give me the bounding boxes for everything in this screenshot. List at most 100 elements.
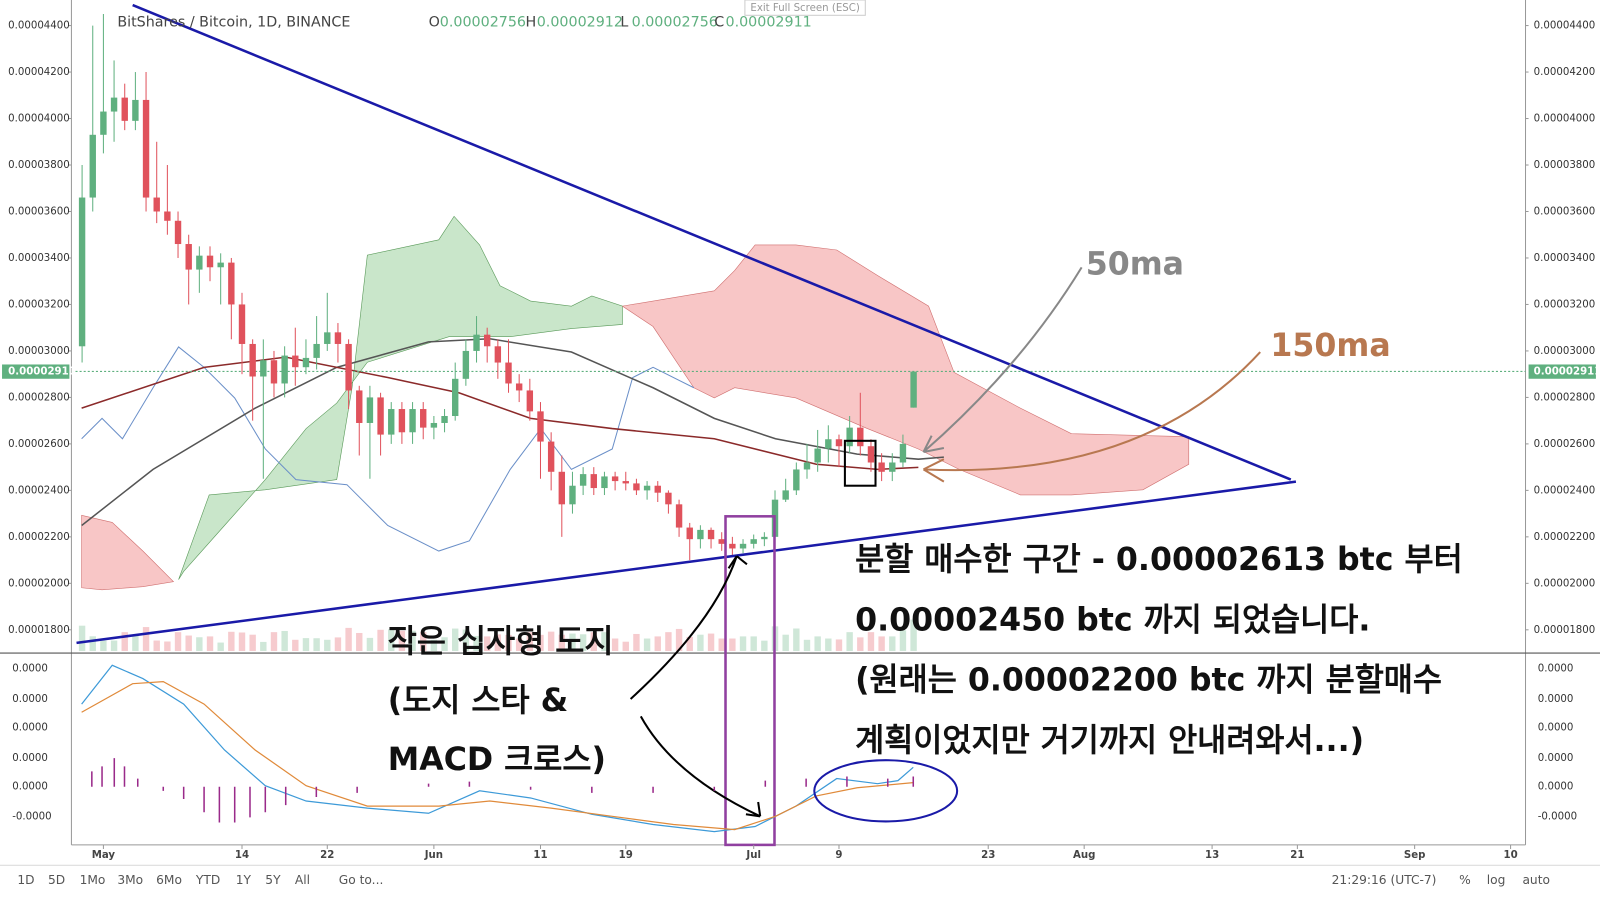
macd-tick-label: 0.0000 xyxy=(1538,782,1574,793)
volume-bar xyxy=(430,639,438,652)
volume-bar xyxy=(782,634,789,652)
volume-bar xyxy=(761,640,768,652)
volume-bar xyxy=(356,632,363,652)
ma150-arrow xyxy=(922,351,1261,483)
candle-body xyxy=(388,409,395,435)
range-button[interactable]: All xyxy=(295,873,310,887)
range-button[interactable]: 1D xyxy=(17,873,34,887)
volume-bar xyxy=(739,636,747,652)
axes: 0.00004400 0.00004400 0.00004200 0.00004200… xyxy=(2,21,1600,861)
candle-body xyxy=(398,409,406,433)
volume-bar xyxy=(611,638,619,652)
macd-tick-label: 0.0000 xyxy=(12,663,48,674)
range-button[interactable]: 6Mo xyxy=(156,873,182,887)
volume-bar xyxy=(324,639,331,652)
volume-bar xyxy=(867,632,875,652)
volume-bar xyxy=(697,634,704,652)
volume-bar xyxy=(494,634,502,652)
exit-text[interactable]: Exit Full Screen (ESC) xyxy=(750,3,859,14)
candle-body xyxy=(174,220,182,245)
volume-bar xyxy=(558,634,566,652)
option-button[interactable]: % xyxy=(1459,873,1471,887)
annotation: 분할 매수한 구간 - 0.00002613 btc 부터 xyxy=(855,542,1463,578)
macd-tick-label: 0.0000 xyxy=(1538,694,1574,705)
volume-bar xyxy=(345,627,352,652)
option-button[interactable]: log xyxy=(1487,873,1506,887)
highlight-ellipse xyxy=(813,759,959,823)
range-button[interactable]: YTD xyxy=(195,873,220,887)
symbol[interactable]: BitShares / Bitcoin, 1D, BINANCE xyxy=(117,14,350,30)
volume-bar xyxy=(675,628,683,652)
volume-bar xyxy=(89,636,96,652)
range-button[interactable]: 3Mo xyxy=(117,873,143,887)
candle-body xyxy=(89,134,96,198)
macd-tick-label: 0.0000 xyxy=(1538,723,1574,734)
ohlc-value: 0.00002756 xyxy=(440,14,526,30)
range-button[interactable]: 1Y xyxy=(236,873,252,887)
range-button[interactable]: 5D xyxy=(48,873,65,887)
candle-body xyxy=(505,362,512,384)
volume-bar xyxy=(505,634,512,652)
y-tick-label: 0.00004000 xyxy=(1534,114,1596,125)
candle-body xyxy=(878,462,885,472)
y-tick-label: 0.00003600 xyxy=(8,206,70,217)
volume-bar xyxy=(78,625,86,652)
candle-body xyxy=(729,543,736,549)
exit-button[interactable] xyxy=(744,0,866,16)
volume-bar xyxy=(153,640,160,652)
candle-body xyxy=(494,346,502,363)
range-button[interactable]: 1Mo xyxy=(80,873,106,887)
x-tick-label: 21 xyxy=(1290,850,1304,861)
candle-body xyxy=(281,355,288,384)
ohlc-key: O xyxy=(429,14,440,30)
candle-body xyxy=(302,357,310,368)
signal-line xyxy=(81,681,914,831)
range-button[interactable]: 5Y xyxy=(265,873,281,887)
candle-body xyxy=(835,439,843,447)
x-tick-label: Jul xyxy=(745,850,761,861)
candle-body xyxy=(857,427,864,447)
candle-body xyxy=(515,383,523,391)
volume-bar xyxy=(100,640,107,652)
candles xyxy=(78,13,917,561)
macd-tick-label: -0.0000 xyxy=(12,811,51,822)
volume-bar xyxy=(292,639,299,652)
volume-bar xyxy=(590,632,597,652)
candle-body xyxy=(249,343,256,377)
candle-body xyxy=(153,197,160,212)
volume-bar xyxy=(302,638,310,652)
volume-bar xyxy=(515,638,523,652)
candle-body xyxy=(270,360,278,384)
candle-body xyxy=(483,334,491,347)
option-button[interactable]: auto xyxy=(1522,873,1550,887)
volume-bar xyxy=(803,639,811,652)
candle-body xyxy=(430,422,438,428)
price-badge xyxy=(1528,364,1596,379)
candle-body xyxy=(739,543,747,549)
candle-body xyxy=(238,304,246,344)
volume-bar xyxy=(260,641,267,652)
candle-body xyxy=(142,99,150,198)
volume-bar xyxy=(206,636,214,652)
x-tick-label: Jun xyxy=(424,850,443,861)
candle-body xyxy=(601,476,608,489)
candle-body xyxy=(846,427,853,447)
candle-body xyxy=(643,485,651,491)
candle-body xyxy=(377,397,384,435)
goto[interactable]: Go to... xyxy=(339,873,384,887)
candle-body xyxy=(579,474,587,486)
doji-arrows xyxy=(629,555,762,818)
volume-bar xyxy=(217,642,224,652)
volume-bar xyxy=(313,638,320,652)
annotation: 150ma xyxy=(1270,328,1390,364)
volume-bar xyxy=(142,627,150,652)
macd-tick-label: -0.0000 xyxy=(1538,811,1577,822)
annotation: MACD 크로스) xyxy=(388,742,606,778)
candle-body xyxy=(196,255,203,270)
candle-body xyxy=(899,443,907,463)
candle-body xyxy=(324,332,331,344)
candle-body xyxy=(473,334,480,351)
volume-bar xyxy=(686,636,693,652)
